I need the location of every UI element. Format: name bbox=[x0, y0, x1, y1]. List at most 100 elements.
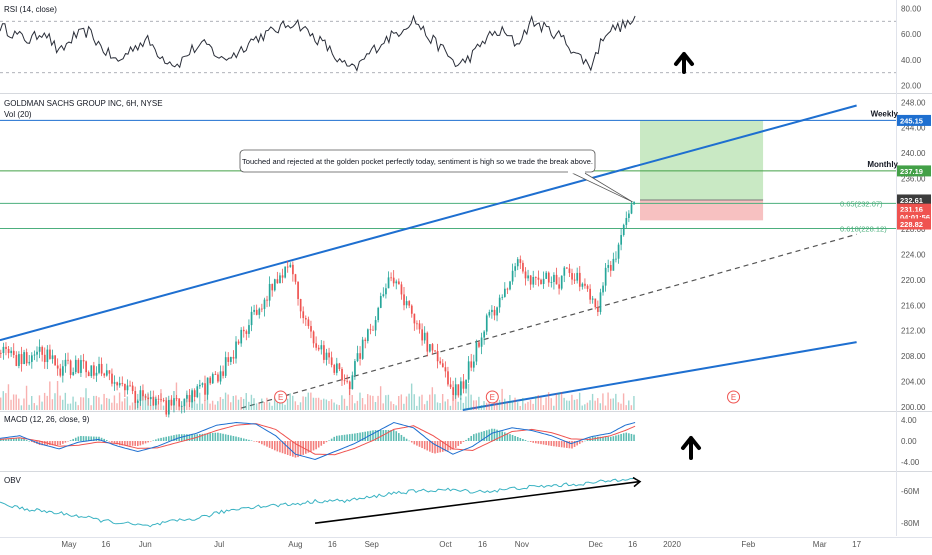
macd-label: MACD (12, 26, close, 9) bbox=[4, 415, 90, 424]
macd-histogram-bar bbox=[405, 438, 408, 441]
candle-body bbox=[501, 296, 504, 298]
candle-body bbox=[439, 361, 442, 364]
candle-body bbox=[532, 277, 535, 285]
macd-tick-label: -4.00 bbox=[901, 458, 920, 467]
volume-bar bbox=[506, 402, 508, 410]
annotation-text: Touched and rejected at the golden pocke… bbox=[242, 157, 593, 166]
volume-bar bbox=[604, 405, 607, 410]
price-label-badge bbox=[897, 203, 931, 215]
macd-histogram-bar bbox=[385, 430, 387, 441]
volume-bar bbox=[431, 387, 434, 410]
macd-histogram-bar bbox=[139, 441, 142, 446]
annotation-box[interactable] bbox=[239, 149, 596, 173]
volume-bar bbox=[323, 398, 325, 410]
candle-body bbox=[82, 360, 85, 362]
macd-histogram-bar bbox=[421, 441, 423, 449]
earnings-marker-icon[interactable] bbox=[727, 390, 741, 404]
volume-bar bbox=[361, 398, 364, 410]
macd-histogram-bar bbox=[361, 432, 364, 441]
candle-body bbox=[245, 331, 248, 334]
macd-histogram-bar bbox=[312, 441, 315, 451]
macd-histogram-bar bbox=[410, 441, 413, 443]
candle-body bbox=[547, 272, 550, 283]
candle-body bbox=[478, 342, 480, 347]
macd-histogram-bar bbox=[354, 433, 356, 441]
time-tick-label: Mar bbox=[813, 540, 827, 549]
macd-histogram-bar bbox=[547, 441, 550, 446]
macd-histogram-bar bbox=[276, 441, 279, 452]
volume-bar bbox=[294, 401, 297, 410]
candle-body bbox=[299, 298, 302, 312]
macd-histogram-bar bbox=[633, 434, 635, 441]
macd-histogram-bar bbox=[519, 437, 522, 441]
macd-histogram-bar bbox=[129, 441, 131, 446]
volume-bar bbox=[232, 395, 235, 410]
candle-body bbox=[250, 311, 253, 326]
volume-bar bbox=[20, 405, 23, 410]
obv-label: OBV bbox=[4, 476, 22, 485]
macd-histogram-bar bbox=[483, 431, 485, 441]
volume-bar bbox=[555, 393, 558, 410]
candle-body bbox=[390, 277, 392, 279]
macd-histogram-bar bbox=[266, 441, 268, 447]
macd-histogram-bar bbox=[255, 441, 258, 442]
candle-body bbox=[625, 217, 628, 225]
volume-bar bbox=[496, 399, 498, 410]
volume-bar bbox=[511, 400, 514, 410]
volume-bar bbox=[550, 398, 552, 410]
volume-bar bbox=[591, 393, 594, 410]
candle-body bbox=[392, 277, 395, 284]
candle-body bbox=[0, 352, 2, 354]
candle-body bbox=[111, 373, 113, 384]
macd-histogram-bar bbox=[43, 441, 46, 446]
volume-bar bbox=[540, 397, 542, 410]
macd-histogram-bar bbox=[93, 436, 95, 441]
volume-bar bbox=[90, 405, 92, 410]
volume-bar bbox=[142, 393, 144, 410]
volume-bar bbox=[268, 402, 271, 410]
macd-histogram-bar bbox=[441, 441, 444, 452]
volume-bar bbox=[74, 401, 77, 410]
obv-line bbox=[0, 477, 636, 528]
candle-body bbox=[284, 266, 287, 278]
volume-bar bbox=[149, 405, 152, 410]
candle-body bbox=[219, 371, 222, 382]
earnings-marker-icon[interactable] bbox=[485, 390, 499, 404]
candle-body bbox=[462, 381, 465, 389]
price-label-text: 232.61 bbox=[900, 196, 923, 205]
volume-bar bbox=[385, 395, 387, 410]
time-tick-label: Nov bbox=[515, 540, 529, 549]
volume-bar bbox=[597, 398, 599, 410]
candle-body bbox=[444, 367, 447, 372]
macd-histogram-bar bbox=[516, 436, 519, 441]
volume-bar bbox=[297, 404, 299, 410]
candle-body bbox=[361, 339, 364, 359]
earnings-marker-icon[interactable] bbox=[274, 390, 288, 404]
volume-bar bbox=[400, 394, 403, 410]
macd-histogram-bar bbox=[472, 434, 475, 441]
volume-bar bbox=[211, 400, 214, 410]
volume-bar bbox=[80, 397, 82, 410]
macd-histogram-bar bbox=[540, 441, 542, 445]
candle-body bbox=[160, 399, 162, 401]
candle-body bbox=[87, 372, 90, 377]
macd-histogram-bar bbox=[281, 441, 284, 454]
candle-body bbox=[504, 288, 506, 297]
macd-histogram-bar bbox=[343, 434, 346, 441]
fib-0618-label: 0.618(228.12) bbox=[840, 224, 887, 233]
candle-body bbox=[622, 224, 625, 236]
macd-histogram-bar bbox=[408, 440, 410, 442]
candle-body bbox=[542, 278, 545, 284]
macd-histogram-bar bbox=[323, 441, 325, 444]
macd-histogram-bar bbox=[191, 434, 193, 441]
annotation-box-gap bbox=[568, 170, 585, 174]
price-tick-label: 248.00 bbox=[901, 98, 926, 107]
candle-body bbox=[255, 309, 258, 315]
macd-histogram-bar bbox=[558, 441, 560, 447]
candle-body bbox=[447, 371, 449, 385]
macd-histogram-bar bbox=[542, 441, 545, 445]
candle-body bbox=[426, 332, 429, 352]
macd-histogram-bar bbox=[581, 441, 584, 443]
